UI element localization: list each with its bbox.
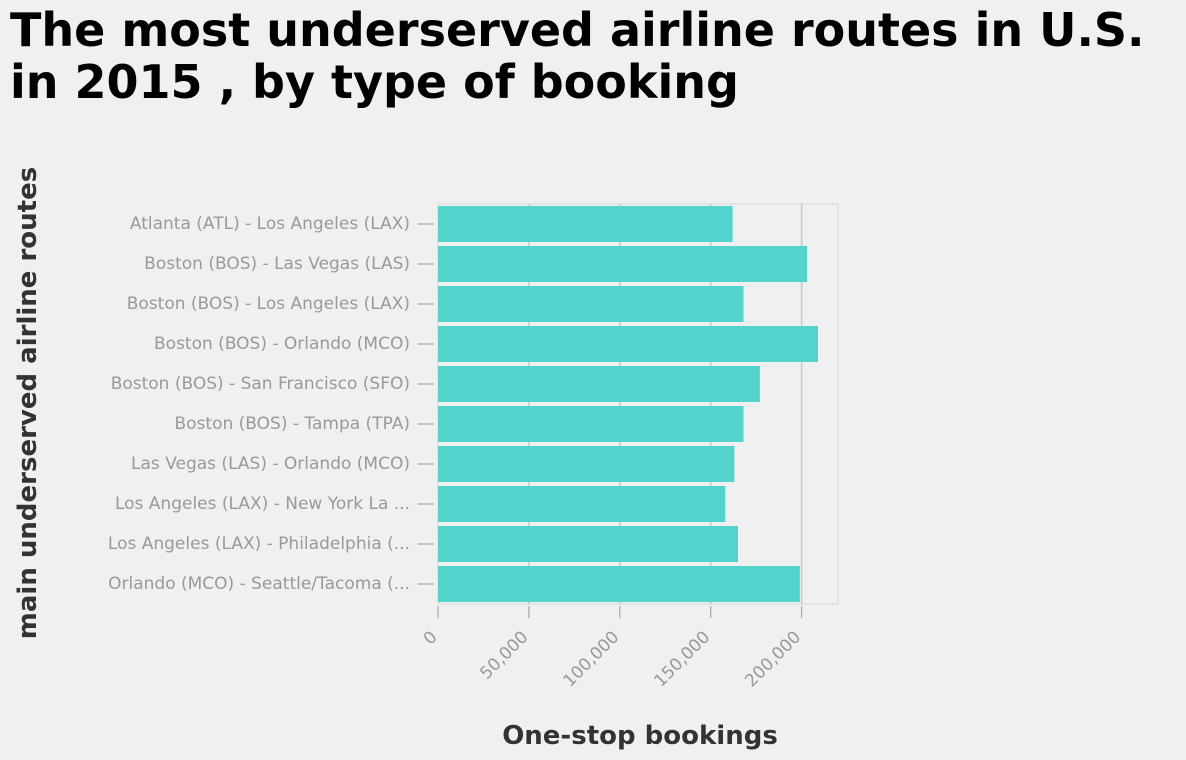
bars-layer bbox=[438, 206, 818, 602]
bar bbox=[438, 446, 735, 482]
chart-title: The most underserved airline routes in U… bbox=[10, 3, 1145, 109]
bar bbox=[438, 246, 808, 282]
bar bbox=[438, 286, 744, 322]
y-tick-label: Los Angeles (LAX) - New York La ... bbox=[115, 494, 410, 514]
bar bbox=[438, 566, 800, 602]
x-axis: 0 50,000 100,000 150,000 200,000 bbox=[420, 606, 805, 691]
y-tick-label: Boston (BOS) - Los Angeles (LAX) bbox=[127, 294, 410, 314]
x-tick-label: 0 bbox=[420, 627, 442, 649]
plot-frame bbox=[437, 203, 839, 605]
x-tick-label: 200,000 bbox=[741, 627, 805, 691]
y-tick-label: Boston (BOS) - Orlando (MCO) bbox=[154, 334, 410, 354]
bar bbox=[438, 366, 760, 402]
bar bbox=[438, 406, 744, 442]
bar bbox=[438, 526, 738, 562]
y-tick-label: Atlanta (ATL) - Los Angeles (LAX) bbox=[130, 214, 410, 234]
x-tick-label: 100,000 bbox=[559, 627, 623, 691]
y-axis: Atlanta (ATL) - Los Angeles (LAX) Boston … bbox=[108, 214, 434, 594]
bar bbox=[438, 206, 733, 242]
y-tick-label: Los Angeles (LAX) - Philadelphia (... bbox=[108, 534, 410, 554]
y-tick-label: Boston (BOS) - Las Vegas (LAS) bbox=[144, 254, 410, 274]
bar bbox=[438, 326, 818, 362]
x-axis-title: One-stop bookings bbox=[502, 721, 778, 751]
x-tick-label: 150,000 bbox=[650, 627, 714, 691]
bar bbox=[438, 486, 726, 522]
y-axis-title: main underserved airline routes bbox=[13, 167, 43, 639]
x-tick-label: 50,000 bbox=[476, 627, 532, 683]
y-tick-label: Boston (BOS) - San Francisco (SFO) bbox=[111, 374, 410, 394]
y-tick-label: Las Vegas (LAS) - Orlando (MCO) bbox=[131, 454, 410, 474]
y-tick-label: Orlando (MCO) - Seattle/Tacoma (... bbox=[108, 574, 410, 594]
y-tick-label: Boston (BOS) - Tampa (TPA) bbox=[174, 414, 410, 434]
